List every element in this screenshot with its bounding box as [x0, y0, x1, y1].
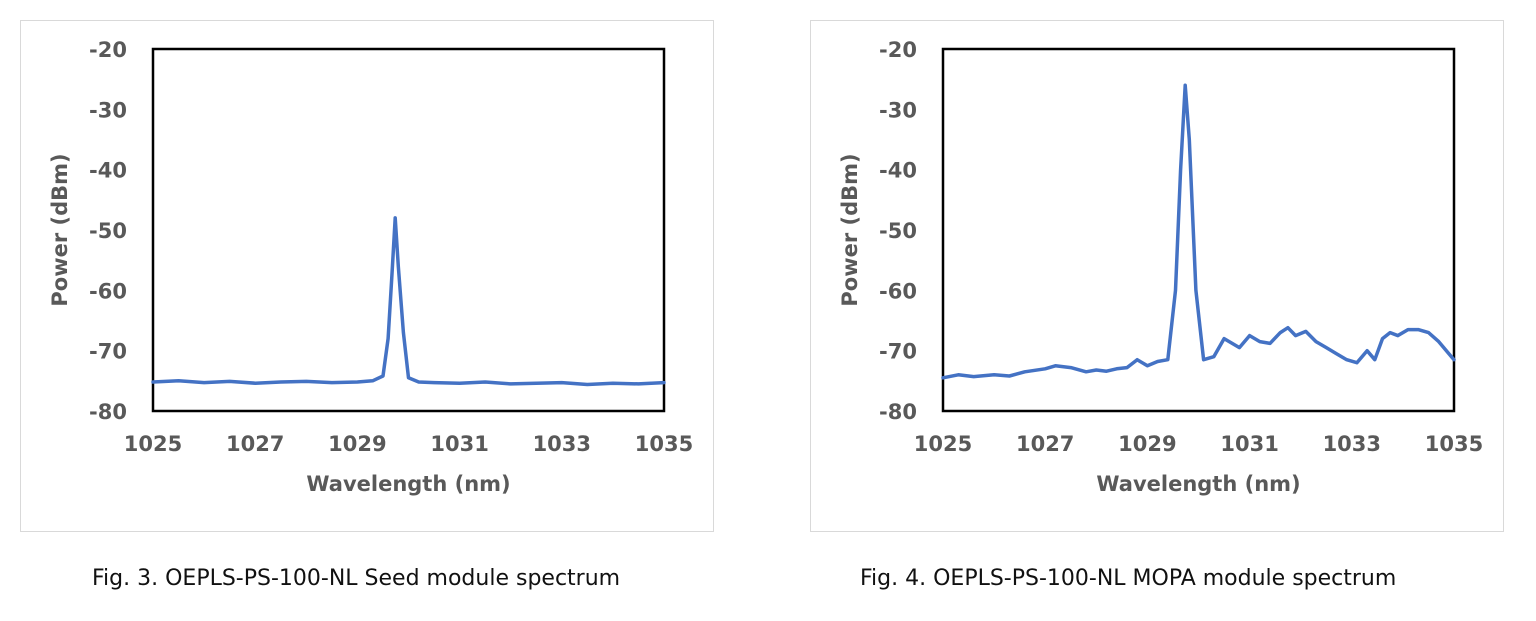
y-tick-label: -20 — [89, 38, 127, 62]
y-axis-title: Power (dBm) — [48, 153, 72, 306]
figure-caption-seed: Fig. 3. OEPLS-PS-100-NL Seed module spec… — [92, 566, 621, 591]
x-tick-label: 1025 — [124, 432, 182, 456]
figure-caption-mopa: Fig. 4. OEPLS-PS-100-NL MOPA module spec… — [860, 566, 1397, 591]
chart-panel-seed: -20 -30 -40 -50 -60 -70 -80 1025 1027 1029 1031 103… — [20, 20, 714, 532]
x-axis-title: Wavelength (nm) — [306, 472, 510, 496]
y-tick-label: -80 — [89, 400, 127, 424]
y-tick-label: -70 — [89, 340, 127, 364]
x-tick-label: 1027 — [226, 432, 284, 456]
x-tick-label: 1031 — [1220, 432, 1278, 456]
y-tick-label: -60 — [89, 279, 127, 303]
chart-panel-mopa: -20 -30 -40 -50 -60 -70 -80 1025 1027 1029 1031 103… — [810, 20, 1504, 532]
plot-area-frame — [151, 47, 666, 413]
series-line-0 — [941, 83, 1456, 380]
y-tick-label: -50 — [879, 219, 917, 243]
series-line-0 — [151, 216, 666, 387]
x-tick-label: 1029 — [1118, 432, 1176, 456]
x-tick-label: 1035 — [1425, 432, 1483, 456]
y-tick-label: -60 — [879, 279, 917, 303]
y-tick-label: -40 — [89, 159, 127, 183]
y-tick-label: -50 — [89, 219, 127, 243]
y-tick-label: -40 — [879, 159, 917, 183]
x-tick-label: 1031 — [430, 432, 488, 456]
y-tick-label: -30 — [89, 98, 127, 122]
x-tick-label: 1027 — [1016, 432, 1074, 456]
x-tick-label: 1033 — [1323, 432, 1381, 456]
x-tick-label: 1033 — [533, 432, 591, 456]
y-tick-label: -70 — [879, 340, 917, 364]
x-axis-title: Wavelength (nm) — [1096, 472, 1300, 496]
x-tick-label: 1035 — [635, 432, 693, 456]
y-tick-label: -20 — [879, 38, 917, 62]
chart-seed-spectrum: -20 -30 -40 -50 -60 -70 -80 1025 1027 1029 1031 103… — [48, 38, 693, 496]
x-tick-label: 1029 — [328, 432, 386, 456]
y-tick-label: -30 — [879, 98, 917, 122]
plot-area-frame — [941, 47, 1456, 413]
y-axis-title: Power (dBm) — [838, 153, 862, 306]
x-tick-label: 1025 — [914, 432, 972, 456]
chart-mopa-spectrum: -20 -30 -40 -50 -60 -70 -80 1025 1027 1029 1031 103… — [838, 38, 1483, 496]
y-tick-label: -80 — [879, 400, 917, 424]
